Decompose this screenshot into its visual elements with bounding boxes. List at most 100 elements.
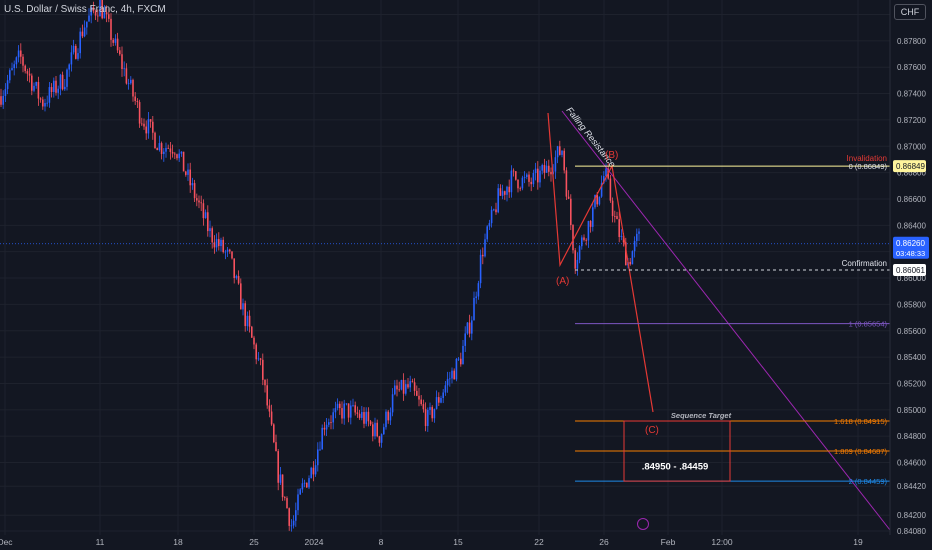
candle-body [400, 380, 403, 390]
candle-body [605, 168, 607, 177]
candle-body [244, 303, 246, 327]
candle-body [46, 102, 48, 104]
candle-body [508, 186, 510, 193]
candle-body [583, 237, 585, 240]
candle-body [303, 482, 306, 484]
candle-body [321, 427, 323, 450]
candle-body [35, 82, 37, 86]
candle-body [589, 220, 592, 227]
currency-badge[interactable]: CHF [894, 4, 926, 20]
x-tick-label: Feb [661, 537, 676, 547]
candle-body [306, 482, 308, 488]
candle-body [556, 146, 559, 158]
y-tick-label: 0.84080 [897, 527, 926, 536]
candle-body [0, 96, 2, 105]
candle-body [563, 150, 565, 171]
candle-body [420, 399, 422, 405]
candle-body [519, 188, 521, 190]
candle-body [97, 15, 99, 17]
candle-body [165, 147, 167, 152]
candle-body [257, 358, 260, 360]
candle-body [26, 71, 29, 74]
candle-body [521, 177, 524, 189]
candle-body [596, 194, 598, 205]
candle-body [33, 85, 35, 91]
candle-body [510, 170, 513, 193]
y-tick-label: 0.85600 [897, 327, 926, 336]
sequence-target-box [623, 420, 731, 482]
candle-body [176, 154, 178, 159]
candle-body [187, 169, 189, 175]
candle-body [28, 73, 31, 76]
candle-body [42, 99, 44, 107]
candle-body [438, 397, 440, 403]
candle-body [112, 39, 114, 43]
candle-body [281, 474, 284, 498]
candle-body [17, 50, 20, 58]
candle-body [501, 191, 504, 196]
candle-body [455, 358, 458, 380]
candle-body [262, 359, 264, 380]
y-tick-label: 0.85400 [897, 353, 926, 362]
candle-body [541, 165, 543, 171]
candle-body [372, 424, 374, 437]
y-tick-label: 0.84800 [897, 432, 926, 441]
candle-body [468, 322, 471, 334]
candle-body [81, 31, 84, 37]
candle-body [44, 103, 46, 107]
candle-body [618, 219, 620, 237]
fib-level-label: 1 (0.85654) [849, 320, 888, 329]
candle-body [178, 153, 180, 159]
candle-body [638, 231, 640, 234]
candle-body [101, 0, 103, 19]
candle-body [361, 412, 363, 418]
candle-body [310, 467, 312, 479]
symbol-title[interactable]: U.S. Dollar / Swiss Franc, 4h, FXCM [4, 4, 166, 15]
x-tick-label: 11 [96, 537, 105, 547]
x-tick-label: 26 [599, 537, 609, 547]
candle-body [37, 82, 40, 99]
candle-body [193, 183, 196, 199]
candle-body [88, 15, 90, 22]
candle-body [61, 74, 64, 90]
y-tick-label: 0.87000 [897, 142, 926, 151]
candle-body [356, 412, 359, 414]
candle-body [182, 151, 185, 172]
candle-body [383, 427, 385, 435]
candle-body [339, 403, 341, 409]
candle-body [127, 83, 130, 85]
candle-body [130, 79, 132, 84]
target-range-label: .84950 - .84459 [642, 461, 709, 472]
candle-body [167, 147, 169, 149]
candle-body [528, 174, 530, 182]
fib-level-label: 2 (0.84459) [849, 477, 888, 486]
candle-body [277, 451, 279, 483]
candle-body [332, 412, 334, 423]
candle-body [457, 358, 460, 360]
candle-body [418, 395, 420, 400]
candle-body [198, 200, 200, 203]
sequence-target-label: Sequence Target [671, 411, 732, 420]
candle-body [554, 157, 557, 172]
candle-body [66, 69, 68, 87]
candle-body [301, 483, 304, 490]
candle-body [631, 251, 634, 265]
candle-body [55, 80, 57, 93]
candle-body [248, 315, 251, 327]
candle-body [286, 498, 288, 509]
candle-body [266, 385, 268, 406]
candle-body [347, 403, 350, 418]
y-tick-label: 0.86000 [897, 274, 926, 283]
y-tick-label: 0.87200 [897, 116, 926, 125]
candle-body [376, 422, 378, 437]
candle-body [620, 235, 623, 237]
invalidation-label: Invalidation [847, 154, 887, 163]
candle-body [220, 239, 222, 247]
candle-body [550, 171, 552, 175]
x-tick-label: 19 [853, 537, 863, 547]
candle-body [576, 259, 579, 269]
candle-body [231, 251, 233, 259]
candle-body [64, 86, 66, 90]
candle-body [174, 153, 176, 155]
